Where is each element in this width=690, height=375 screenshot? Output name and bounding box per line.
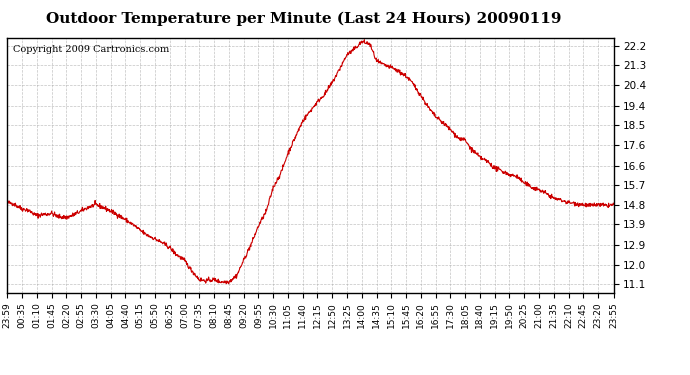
Text: Outdoor Temperature per Minute (Last 24 Hours) 20090119: Outdoor Temperature per Minute (Last 24 …	[46, 11, 562, 26]
Text: Copyright 2009 Cartronics.com: Copyright 2009 Cartronics.com	[13, 45, 169, 54]
